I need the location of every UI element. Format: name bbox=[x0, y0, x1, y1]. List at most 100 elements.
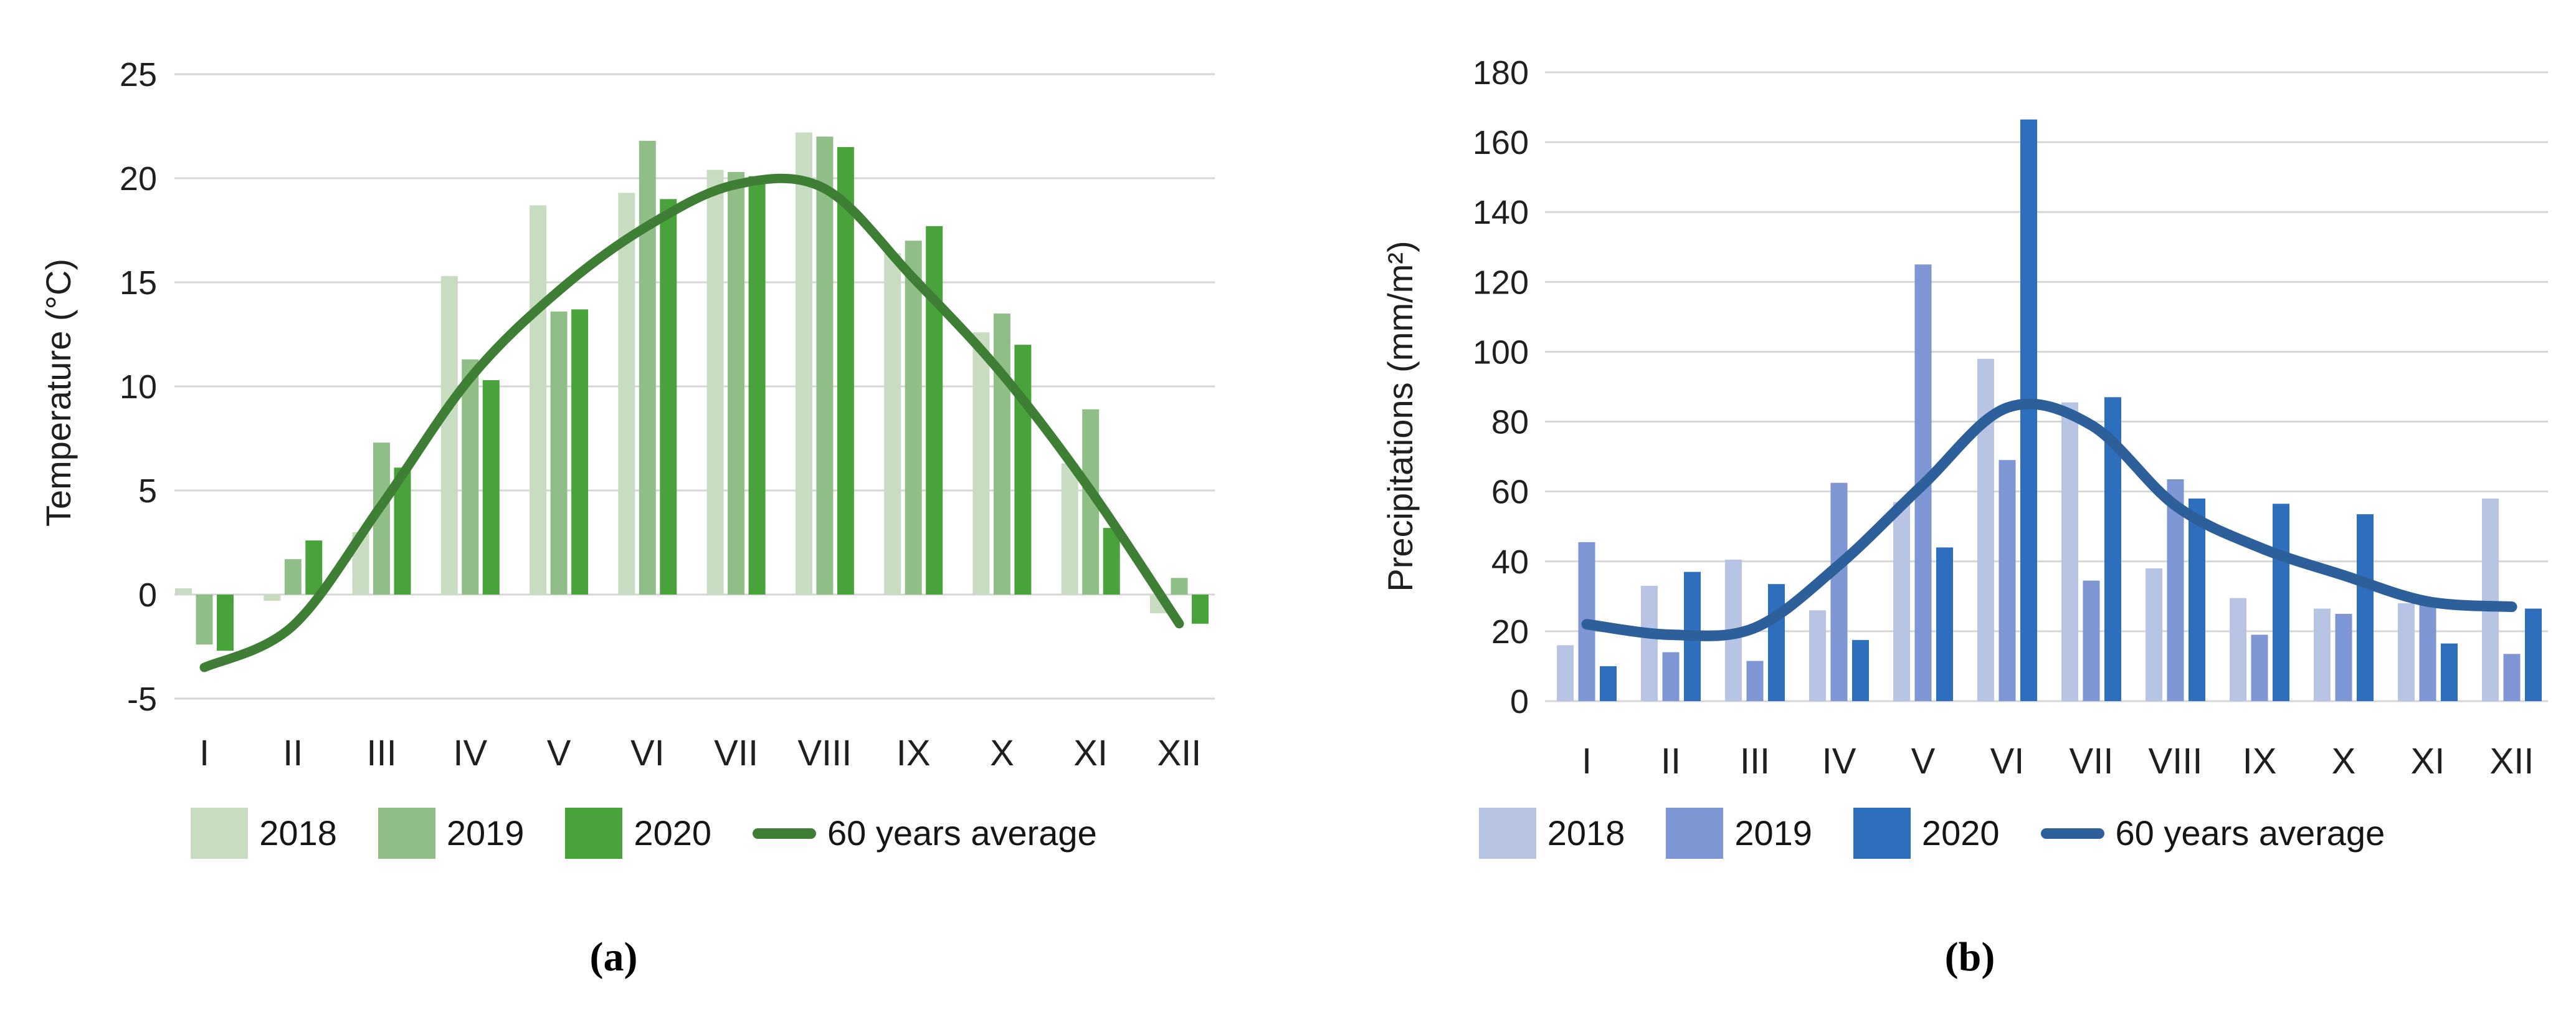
bar bbox=[618, 193, 635, 595]
legend-item-2018: 2018 bbox=[1478, 808, 1625, 859]
y-tick-label: 160 bbox=[1473, 124, 1529, 161]
caption-b: (b) bbox=[1944, 934, 1995, 980]
x-tick-label: VIII bbox=[2148, 741, 2202, 782]
x-tick-label: VIII bbox=[797, 733, 852, 773]
y-axis-title: Temperature (°C) bbox=[39, 259, 78, 527]
x-tick-label: IX bbox=[2243, 741, 2277, 782]
bar bbox=[1557, 645, 1574, 701]
y-tick-label: 80 bbox=[1491, 404, 1529, 441]
bar bbox=[816, 136, 834, 595]
temperature-chart-panel: -5 0 5 10 15 20 25 Temperature (°C) I II III IV V VI V… bbox=[0, 56, 1288, 980]
precipitation-chart-panel: 0 20 40 60 80 100 120 140 160 180 Precipitations (… bbox=[1288, 0, 2576, 1009]
x-tick-labels: I II III IV V VI VII VIII IX X XI XII bbox=[199, 733, 1201, 773]
x-tick-label: I bbox=[199, 733, 209, 773]
bar bbox=[2314, 608, 2331, 701]
bars-2018 bbox=[175, 132, 1167, 614]
bar bbox=[175, 588, 192, 595]
legend-swatch-2018 bbox=[191, 808, 249, 859]
x-tick-label: XII bbox=[1157, 733, 1202, 773]
x-tick-label: XI bbox=[1073, 733, 1108, 773]
y-tick-label: 120 bbox=[1473, 264, 1529, 301]
y-tick-label: 40 bbox=[1491, 543, 1529, 581]
legend-label-2019: 2019 bbox=[446, 813, 525, 853]
bar bbox=[1641, 586, 1658, 701]
y-axis-title: Precipitations (mm/m²) bbox=[1381, 241, 1420, 591]
y-tick-label: 5 bbox=[138, 472, 157, 510]
bar bbox=[217, 595, 234, 651]
legend-item-2019: 2019 bbox=[1666, 808, 1812, 859]
x-tick-label: V bbox=[547, 733, 571, 773]
legend-item-2019: 2019 bbox=[378, 808, 525, 859]
bars-2018 bbox=[1557, 358, 2499, 701]
legend-swatch-2020 bbox=[565, 808, 623, 859]
bar bbox=[264, 595, 281, 601]
y-tick-label: 180 bbox=[1473, 54, 1529, 92]
legend-label-2018: 2018 bbox=[1547, 813, 1625, 853]
y-tick-label: -5 bbox=[127, 681, 157, 718]
legend-item-average: 60 years average bbox=[753, 816, 1097, 851]
legend-label-average: 60 years average bbox=[827, 813, 1097, 853]
bar bbox=[2357, 514, 2374, 701]
bar bbox=[530, 205, 547, 595]
legend-swatch-2019 bbox=[1666, 808, 1724, 859]
precipitation-chart-plot: 0 20 40 60 80 100 120 140 160 180 Precipitations (… bbox=[1381, 54, 2548, 782]
legend-item-2018: 2018 bbox=[191, 808, 337, 859]
bar bbox=[2335, 613, 2352, 701]
bar bbox=[1768, 584, 1785, 701]
bar bbox=[2441, 643, 2458, 701]
legend-item-2020: 2020 bbox=[1853, 808, 2000, 859]
x-tick-label: II bbox=[1661, 741, 1681, 782]
y-tick-label: 25 bbox=[120, 56, 157, 93]
x-tick-labels: I II III IV V VI VII VIII IX X XI XII bbox=[1582, 741, 2534, 782]
x-tick-label: XI bbox=[2411, 741, 2445, 782]
bar bbox=[884, 253, 901, 595]
bar bbox=[2061, 402, 2078, 701]
bar bbox=[706, 170, 724, 595]
gridlines bbox=[174, 73, 1215, 700]
bar bbox=[639, 140, 656, 595]
bar bbox=[795, 132, 812, 595]
average-line bbox=[199, 173, 1184, 672]
bar bbox=[571, 309, 589, 595]
legend-line-swatch-average bbox=[2040, 828, 2104, 839]
bar bbox=[2525, 608, 2542, 701]
average-line bbox=[1581, 398, 2517, 641]
bar bbox=[2273, 504, 2289, 701]
y-tick-label: 20 bbox=[1491, 613, 1529, 651]
bar bbox=[2419, 605, 2436, 701]
bar bbox=[305, 540, 323, 595]
y-tick-labels: 0 20 40 60 80 100 120 140 160 180 bbox=[1473, 54, 1529, 720]
bar bbox=[2482, 498, 2499, 701]
x-tick-label: V bbox=[1911, 741, 1936, 782]
bar bbox=[196, 595, 213, 645]
x-tick-label: IV bbox=[1822, 741, 1856, 782]
bar bbox=[2083, 580, 2100, 701]
bar bbox=[1103, 528, 1120, 595]
x-tick-label: XII bbox=[2490, 741, 2534, 782]
x-tick-label: VI bbox=[1990, 741, 2025, 782]
legend-swatch-2018 bbox=[1478, 808, 1536, 859]
bar bbox=[972, 332, 990, 595]
bar bbox=[728, 172, 745, 595]
x-tick-label: I bbox=[1582, 741, 1592, 782]
bar bbox=[2020, 119, 2037, 701]
bar bbox=[1662, 652, 1680, 701]
bar bbox=[993, 313, 1010, 595]
bar bbox=[1061, 463, 1078, 595]
bar bbox=[2167, 479, 2184, 701]
gridlines bbox=[1545, 71, 2548, 702]
temperature-chart-legend: 2018 2019 2020 60 years average bbox=[0, 808, 1288, 859]
bar bbox=[2398, 603, 2415, 701]
y-tick-label: 60 bbox=[1491, 474, 1529, 511]
bar bbox=[2230, 598, 2246, 701]
x-tick-label: IX bbox=[896, 733, 931, 773]
bar bbox=[905, 241, 922, 595]
legend-label-2019: 2019 bbox=[1734, 813, 1812, 853]
bar bbox=[1600, 666, 1617, 701]
bar bbox=[2503, 654, 2521, 701]
bar bbox=[462, 359, 479, 595]
caption-a: (a) bbox=[589, 934, 638, 980]
bar bbox=[1809, 610, 1826, 701]
x-tick-label: II bbox=[283, 733, 303, 773]
legend-label-2018: 2018 bbox=[259, 813, 337, 853]
